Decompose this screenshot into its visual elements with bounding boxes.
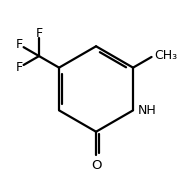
Text: CH₃: CH₃ bbox=[154, 49, 177, 62]
Text: F: F bbox=[36, 27, 43, 40]
Text: F: F bbox=[16, 61, 23, 74]
Text: NH: NH bbox=[137, 104, 156, 117]
Text: O: O bbox=[91, 159, 101, 172]
Text: F: F bbox=[16, 38, 23, 51]
